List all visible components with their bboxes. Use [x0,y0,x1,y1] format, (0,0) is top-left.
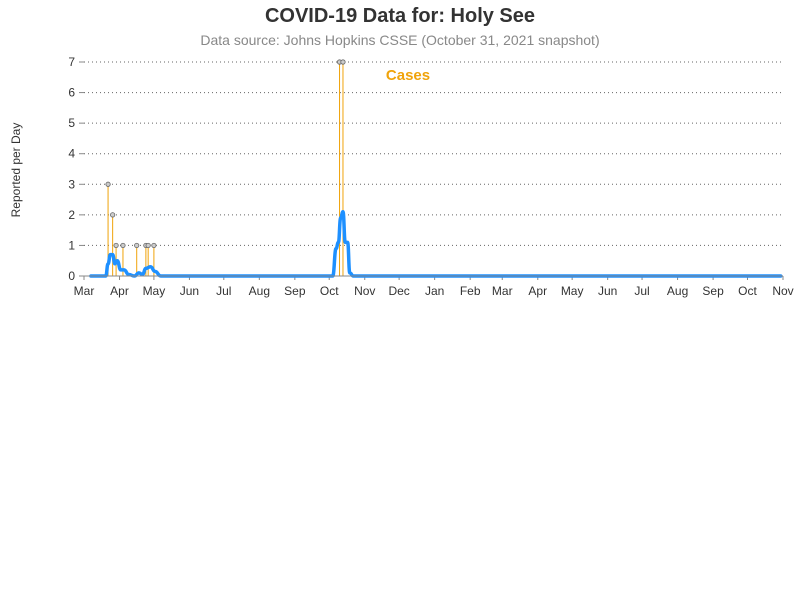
x-tick-label: Dec [388,284,409,298]
case-point [110,212,116,218]
x-tick-label: Apr [110,284,129,298]
case-point [340,59,346,65]
x-tick-label: Mar [492,284,513,298]
x-tick-label: Sep [284,284,306,298]
x-tick-label: May [561,284,584,298]
x-tick-label: Nov [354,284,375,298]
x-tick-label: Aug [667,284,688,298]
x-tick-label: Sep [702,284,724,298]
x-tick-label: Jun [598,284,617,298]
y-tick-label: 5 [68,116,75,130]
chart-title: COVID-19 Data for: Holy See [264,5,536,27]
y-axis-ticks: 0 1 2 3 4 5 6 7 [68,55,84,283]
y-tick-label: 2 [68,208,75,222]
y-tick-label: 4 [68,147,75,161]
average-line [89,210,783,278]
x-tick-label: Jul [634,284,649,298]
x-tick-label: Jul [216,284,231,298]
x-tick-label: Oct [738,284,757,298]
x-tick-label: May [143,284,166,298]
x-tick-label: Nov [772,284,793,298]
y-tick-label: 1 [68,238,75,252]
x-tick-label: Oct [320,284,339,298]
case-point [120,242,126,249]
x-tick-label: Jan [425,284,444,298]
x-tick-label: Jun [180,284,199,298]
x-tick-label: Apr [528,284,547,298]
grid-lines [84,61,783,246]
case-point [105,181,111,187]
average-line-path [89,210,783,278]
y-tick-label: 0 [68,269,75,283]
y-tick-label: 3 [68,177,75,191]
x-tick-label: Feb [460,284,481,298]
chart-subtitle: Data source: Johns Hopkins CSSE (October… [200,32,600,48]
case-point [113,242,119,249]
case-point [145,242,151,249]
x-axis-ticks: Mar Apr May Jun Jul Aug Sep Oct Nov Dec Jan Feb Mar A… [74,276,794,298]
x-tick-label: Mar [74,284,95,298]
case-point [134,242,140,249]
y-tick-label: 6 [68,86,75,100]
y-tick-label: 7 [68,55,75,69]
case-point [151,242,157,249]
case-needles [105,59,346,276]
legend-cases: Cases [386,67,430,84]
x-tick-label: Aug [249,284,270,298]
